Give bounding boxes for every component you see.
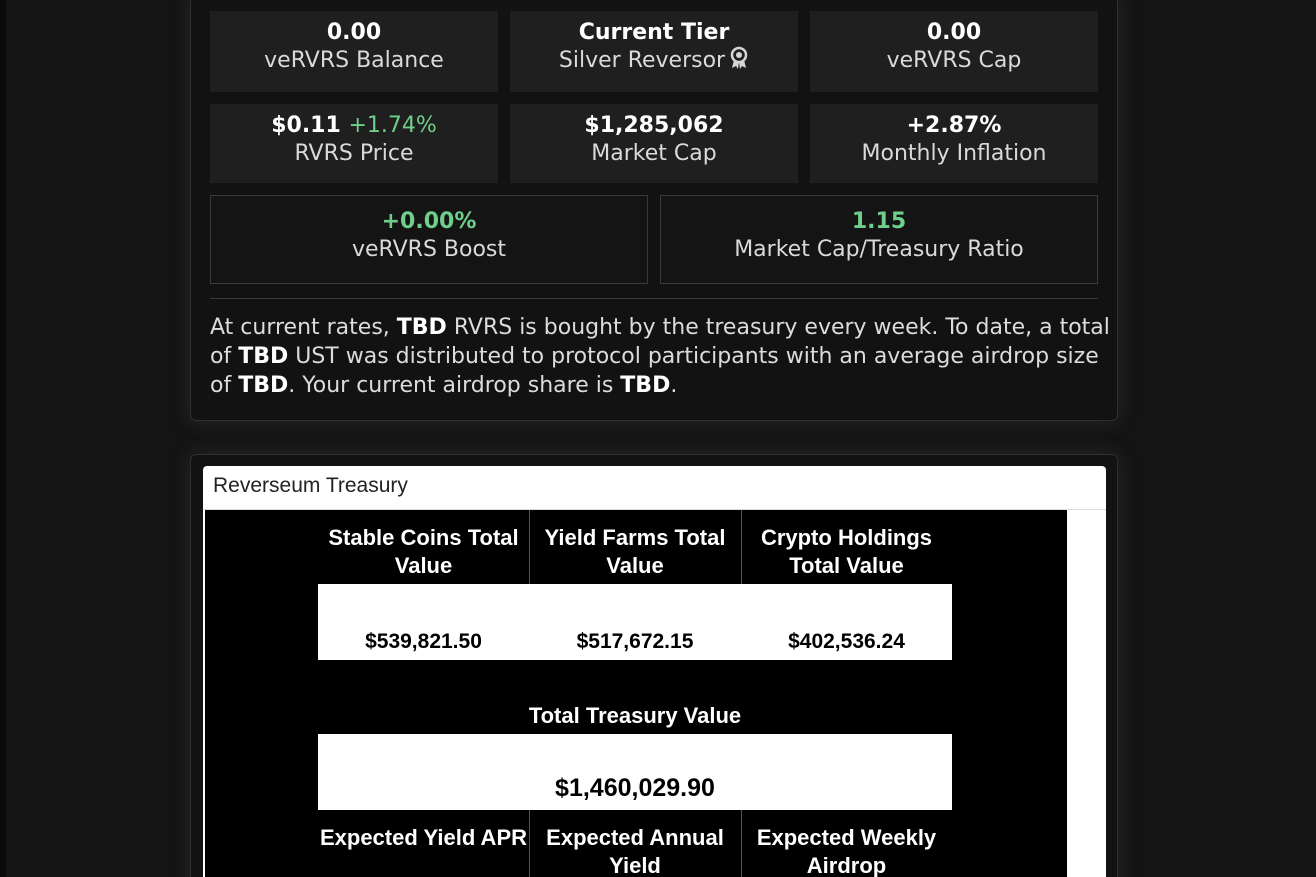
table-cell: $402,536.24	[741, 584, 952, 660]
summary-bold: TBD	[396, 315, 447, 340]
column-divider	[741, 510, 742, 584]
stat-verrvs-cap: 0.00 veRVRS Cap	[810, 11, 1098, 92]
total-treasury-value: $1,460,029.90	[318, 734, 952, 810]
stat-current-tier: Current Tier Silver Reversor	[510, 11, 798, 92]
summary-bold: TBD	[238, 373, 289, 398]
summary-text: .	[670, 373, 678, 398]
summary-bold: TBD	[620, 373, 671, 398]
stat-value: 0.00	[926, 20, 982, 45]
summary-text: At current rates,	[210, 315, 397, 340]
divider	[210, 298, 1098, 299]
airdrop-summary: At current rates, TBD RVRS is bought by …	[210, 313, 1110, 400]
stat-label: veRVRS Boost	[351, 237, 507, 262]
column-divider	[741, 810, 742, 877]
column-divider	[529, 510, 530, 584]
stat-label: Market Cap	[591, 141, 717, 166]
table-cell: $539,821.50	[318, 584, 529, 660]
stat-label: RVRS Price	[294, 141, 414, 166]
table-header: Yield Farms Total Value	[529, 510, 741, 584]
total-treasury-label: Total Treasury Value	[318, 660, 952, 734]
table-header: Expected Weekly Airdrop	[741, 810, 952, 877]
stat-value-row: $0.11 +1.74%	[210, 113, 498, 139]
summary-bold: TBD	[238, 344, 289, 369]
tier-name: Silver Reversor	[558, 48, 726, 73]
medal-icon	[729, 46, 749, 79]
stat-label: Monthly Inflation	[861, 141, 1047, 166]
divider	[203, 509, 1106, 510]
column-divider	[529, 810, 530, 877]
table-header: Crypto Holdings Total Value	[741, 510, 952, 584]
table-header: Stable Coins Total Value	[318, 510, 529, 584]
left-edge	[0, 0, 6, 877]
summary-text: . Your current airdrop share is	[288, 373, 621, 398]
treasury-card: Reverseum Treasury Stable Coins Total Va…	[203, 466, 1106, 877]
stat-verrvs-boost: +0.00% veRVRS Boost	[210, 195, 648, 284]
stat-value: Current Tier	[578, 20, 730, 45]
stat-label: veRVRS Cap	[886, 48, 1022, 73]
stat-market-cap-treasury-ratio: 1.15 Market Cap/Treasury Ratio	[660, 195, 1098, 284]
stat-label: Market Cap/Treasury Ratio	[734, 237, 1024, 262]
summary-text: RVRS is bought by the treasury every wee…	[210, 315, 1110, 369]
price-delta: +1.74%	[348, 113, 437, 138]
stat-label-row: Silver Reversor	[510, 46, 798, 79]
stat-value: 0.00	[326, 20, 382, 45]
stat-label: veRVRS Balance	[264, 48, 444, 73]
price-value: $0.11	[271, 113, 341, 138]
summary-text: UST was distributed to protocol particip…	[210, 344, 1099, 398]
stat-market-cap: $1,285,062 Market Cap	[510, 104, 798, 183]
stat-value: +0.00%	[381, 209, 477, 234]
table-cell: $517,672.15	[529, 584, 741, 660]
stat-rvrs-price: $0.11 +1.74% RVRS Price	[210, 104, 498, 183]
stat-value: +2.87%	[906, 113, 1002, 138]
stat-value: 1.15	[851, 209, 907, 234]
table-header: Expected Yield APR	[318, 810, 529, 877]
stat-verrvs-balance: 0.00 veRVRS Balance	[210, 11, 498, 92]
stat-value: $1,285,062	[584, 113, 724, 138]
treasury-title: Reverseum Treasury	[213, 474, 408, 497]
table-header: Expected Annual Yield	[529, 810, 741, 877]
stat-monthly-inflation: +2.87% Monthly Inflation	[810, 104, 1098, 183]
